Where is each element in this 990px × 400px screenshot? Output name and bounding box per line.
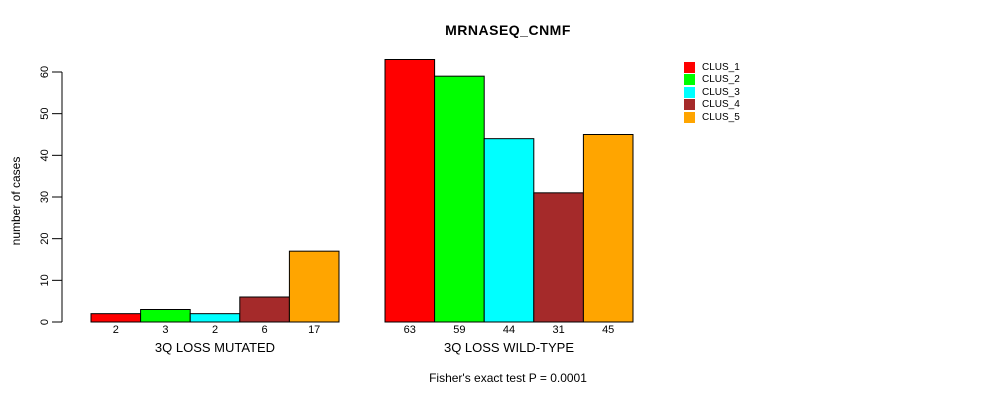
- legend-item: CLUS_4: [684, 99, 740, 112]
- bar-value-label: 44: [503, 324, 515, 336]
- bar-value-label: 3: [162, 324, 168, 336]
- legend-swatch: [684, 74, 695, 86]
- legend-swatch: [684, 61, 695, 73]
- legend-label: CLUS_4: [702, 99, 740, 111]
- legend-label: CLUS_3: [702, 86, 740, 98]
- bar: [140, 309, 191, 323]
- bar: [533, 192, 584, 323]
- bar-value-label: 31: [552, 324, 564, 336]
- legend-label: CLUS_1: [702, 61, 740, 73]
- stats-annotation: Fisher's exact test P = 0.0001: [429, 371, 587, 385]
- legend-item: CLUS_1: [684, 61, 740, 74]
- bar-value-label: 2: [113, 324, 119, 336]
- y-axis-tick-label: 20: [39, 233, 51, 245]
- bar: [434, 75, 485, 323]
- y-axis-tick-label: 60: [39, 66, 51, 78]
- y-axis-tick-label: 10: [39, 274, 51, 286]
- legend-item: CLUS_5: [684, 111, 740, 124]
- bar: [288, 250, 340, 323]
- group-label: 3Q LOSS MUTATED: [155, 340, 275, 355]
- legend: CLUS_1 CLUS_2 CLUS_3 CLUS_4 CLUS_5: [684, 61, 740, 124]
- bar-value-label: 59: [453, 324, 465, 336]
- bar-value-label: 45: [602, 324, 614, 336]
- legend-swatch: [684, 99, 695, 111]
- y-axis-label: number of cases: [9, 156, 23, 246]
- group-label: 3Q LOSS WILD-TYPE: [444, 340, 574, 355]
- bar: [483, 138, 535, 323]
- legend-label: CLUS_2: [702, 74, 740, 86]
- legend-swatch: [684, 86, 695, 98]
- bar-value-label: 2: [212, 324, 218, 336]
- bar-value-label: 17: [308, 324, 320, 336]
- legend-swatch: [684, 111, 695, 123]
- legend-item: CLUS_2: [684, 74, 740, 87]
- bar: [582, 134, 634, 323]
- bar-value-label: 63: [404, 324, 416, 336]
- bar: [189, 313, 241, 323]
- y-axis-tick-label: 0: [39, 319, 51, 325]
- bar-value-label: 6: [262, 324, 268, 336]
- bar: [384, 59, 436, 323]
- chart-title: MRNASEQ_CNMF: [445, 22, 571, 38]
- y-axis-tick-label: 50: [39, 108, 51, 120]
- bar: [239, 296, 290, 323]
- y-axis-tick-label: 30: [39, 191, 51, 203]
- bar: [90, 313, 142, 323]
- legend-label: CLUS_5: [702, 111, 740, 123]
- y-axis-tick-label: 40: [39, 149, 51, 161]
- legend-item: CLUS_3: [684, 86, 740, 99]
